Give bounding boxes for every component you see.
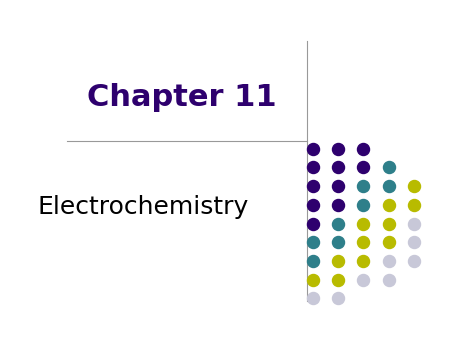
Point: [309, 146, 316, 151]
Point: [334, 202, 342, 208]
Point: [334, 240, 342, 245]
Point: [385, 258, 392, 264]
Point: [385, 240, 392, 245]
Point: [360, 258, 367, 264]
Point: [334, 146, 342, 151]
Point: [309, 183, 316, 189]
Point: [360, 240, 367, 245]
Point: [360, 221, 367, 226]
Point: [334, 183, 342, 189]
Point: [411, 183, 418, 189]
Point: [309, 221, 316, 226]
Point: [411, 221, 418, 226]
Point: [385, 277, 392, 283]
Point: [309, 258, 316, 264]
Point: [309, 240, 316, 245]
Point: [385, 221, 392, 226]
Point: [385, 165, 392, 170]
Point: [360, 165, 367, 170]
Point: [334, 221, 342, 226]
Point: [411, 258, 418, 264]
Point: [309, 165, 316, 170]
Point: [411, 240, 418, 245]
Point: [360, 202, 367, 208]
Point: [309, 277, 316, 283]
Point: [411, 202, 418, 208]
Point: [385, 183, 392, 189]
Point: [360, 146, 367, 151]
Text: Chapter 11: Chapter 11: [87, 83, 277, 112]
Point: [309, 296, 316, 301]
Point: [334, 296, 342, 301]
Point: [334, 277, 342, 283]
Point: [334, 165, 342, 170]
Point: [334, 258, 342, 264]
Text: Electrochemistry: Electrochemistry: [38, 195, 249, 219]
Point: [360, 277, 367, 283]
Point: [385, 202, 392, 208]
Point: [309, 202, 316, 208]
Point: [360, 183, 367, 189]
